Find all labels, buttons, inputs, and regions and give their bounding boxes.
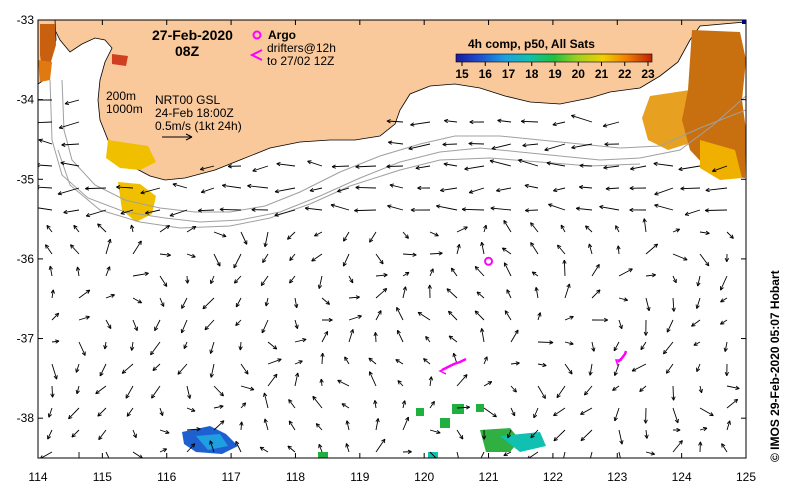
colorbar-tick-label: 18 (525, 67, 539, 81)
x-tick-label: 125 (736, 470, 756, 484)
date-label: 27-Feb-2020 (152, 27, 233, 43)
argo-marker-legend (252, 30, 262, 40)
colorbar-tick-label: 16 (479, 67, 493, 81)
drifter-track-1[interactable] (438, 357, 467, 375)
x-tick-label: 120 (414, 470, 434, 484)
isobath-200-label: 200m (106, 89, 136, 103)
x-axis: 114 115 116 117 118 119 120 121 122 123 124 125 (28, 20, 756, 484)
x-tick-label: 122 (543, 470, 563, 484)
argo-float-marker[interactable] (484, 256, 494, 266)
colorbar-tick-label: 20 (572, 67, 586, 81)
y-tick-label: -38 (17, 411, 35, 425)
drifters-legend-line1: drifters@12h (267, 41, 336, 55)
isobath-200m (61, 79, 746, 213)
colorbar-tick-label: 23 (641, 67, 655, 81)
corner-marker (742, 20, 746, 24)
y-tick-label: -36 (17, 252, 35, 266)
colorbar-ticks: 15 16 17 18 19 20 21 22 23 (455, 62, 655, 81)
x-tick-label: 119 (350, 470, 369, 484)
colorbar-tick-label: 17 (502, 67, 516, 81)
x-tick-label: 115 (93, 470, 112, 484)
y-axis: -33 -34 -35 -36 -37 -38 (17, 13, 746, 425)
colorbar-tick-label: 21 (595, 67, 609, 81)
drifter-track-2[interactable] (614, 350, 628, 367)
time-label: 08Z (175, 43, 200, 59)
scale-arrow (162, 133, 193, 141)
plot-frame (37, 19, 747, 459)
colorbar-tick-label: 22 (618, 67, 632, 81)
x-tick-label: 117 (222, 470, 241, 484)
drifter-legend-icon (249, 49, 263, 61)
x-tick-label: 121 (479, 470, 499, 484)
x-tick-label: 124 (672, 470, 692, 484)
current-vectors (38, 98, 740, 458)
y-tick-label: -33 (17, 13, 35, 27)
isobath-1000m (49, 79, 746, 223)
x-tick-label: 118 (286, 470, 305, 484)
x-tick-label: 123 (607, 470, 627, 484)
y-tick-label: -34 (17, 93, 35, 107)
product-label: NRT00 GSL (155, 93, 220, 107)
credit-label: © IMOS 29-Feb-2020 05:07 Hobart (768, 270, 782, 462)
drifters-legend-line2: to 27/02 12Z (267, 54, 334, 68)
product-time-label: 24-Feb 18:00Z (155, 106, 234, 120)
colorbar-tick-label: 19 (548, 67, 562, 81)
y-tick-label: -35 (17, 172, 35, 186)
x-tick-label: 114 (28, 470, 47, 484)
x-tick-label: 116 (157, 470, 176, 484)
isobath-1000-label: 1000m (106, 102, 143, 116)
scale-label: 0.5m/s (1kt 24h) (155, 119, 242, 133)
y-tick-label: -37 (17, 332, 35, 346)
argo-legend-label: Argo (268, 28, 296, 42)
sst-colorbar (455, 53, 653, 63)
isobath-1000m-offshore (57, 149, 641, 229)
colorbar-title: 4h comp, p50, All Sats (468, 37, 595, 51)
colorbar-tick-label: 15 (455, 67, 469, 81)
